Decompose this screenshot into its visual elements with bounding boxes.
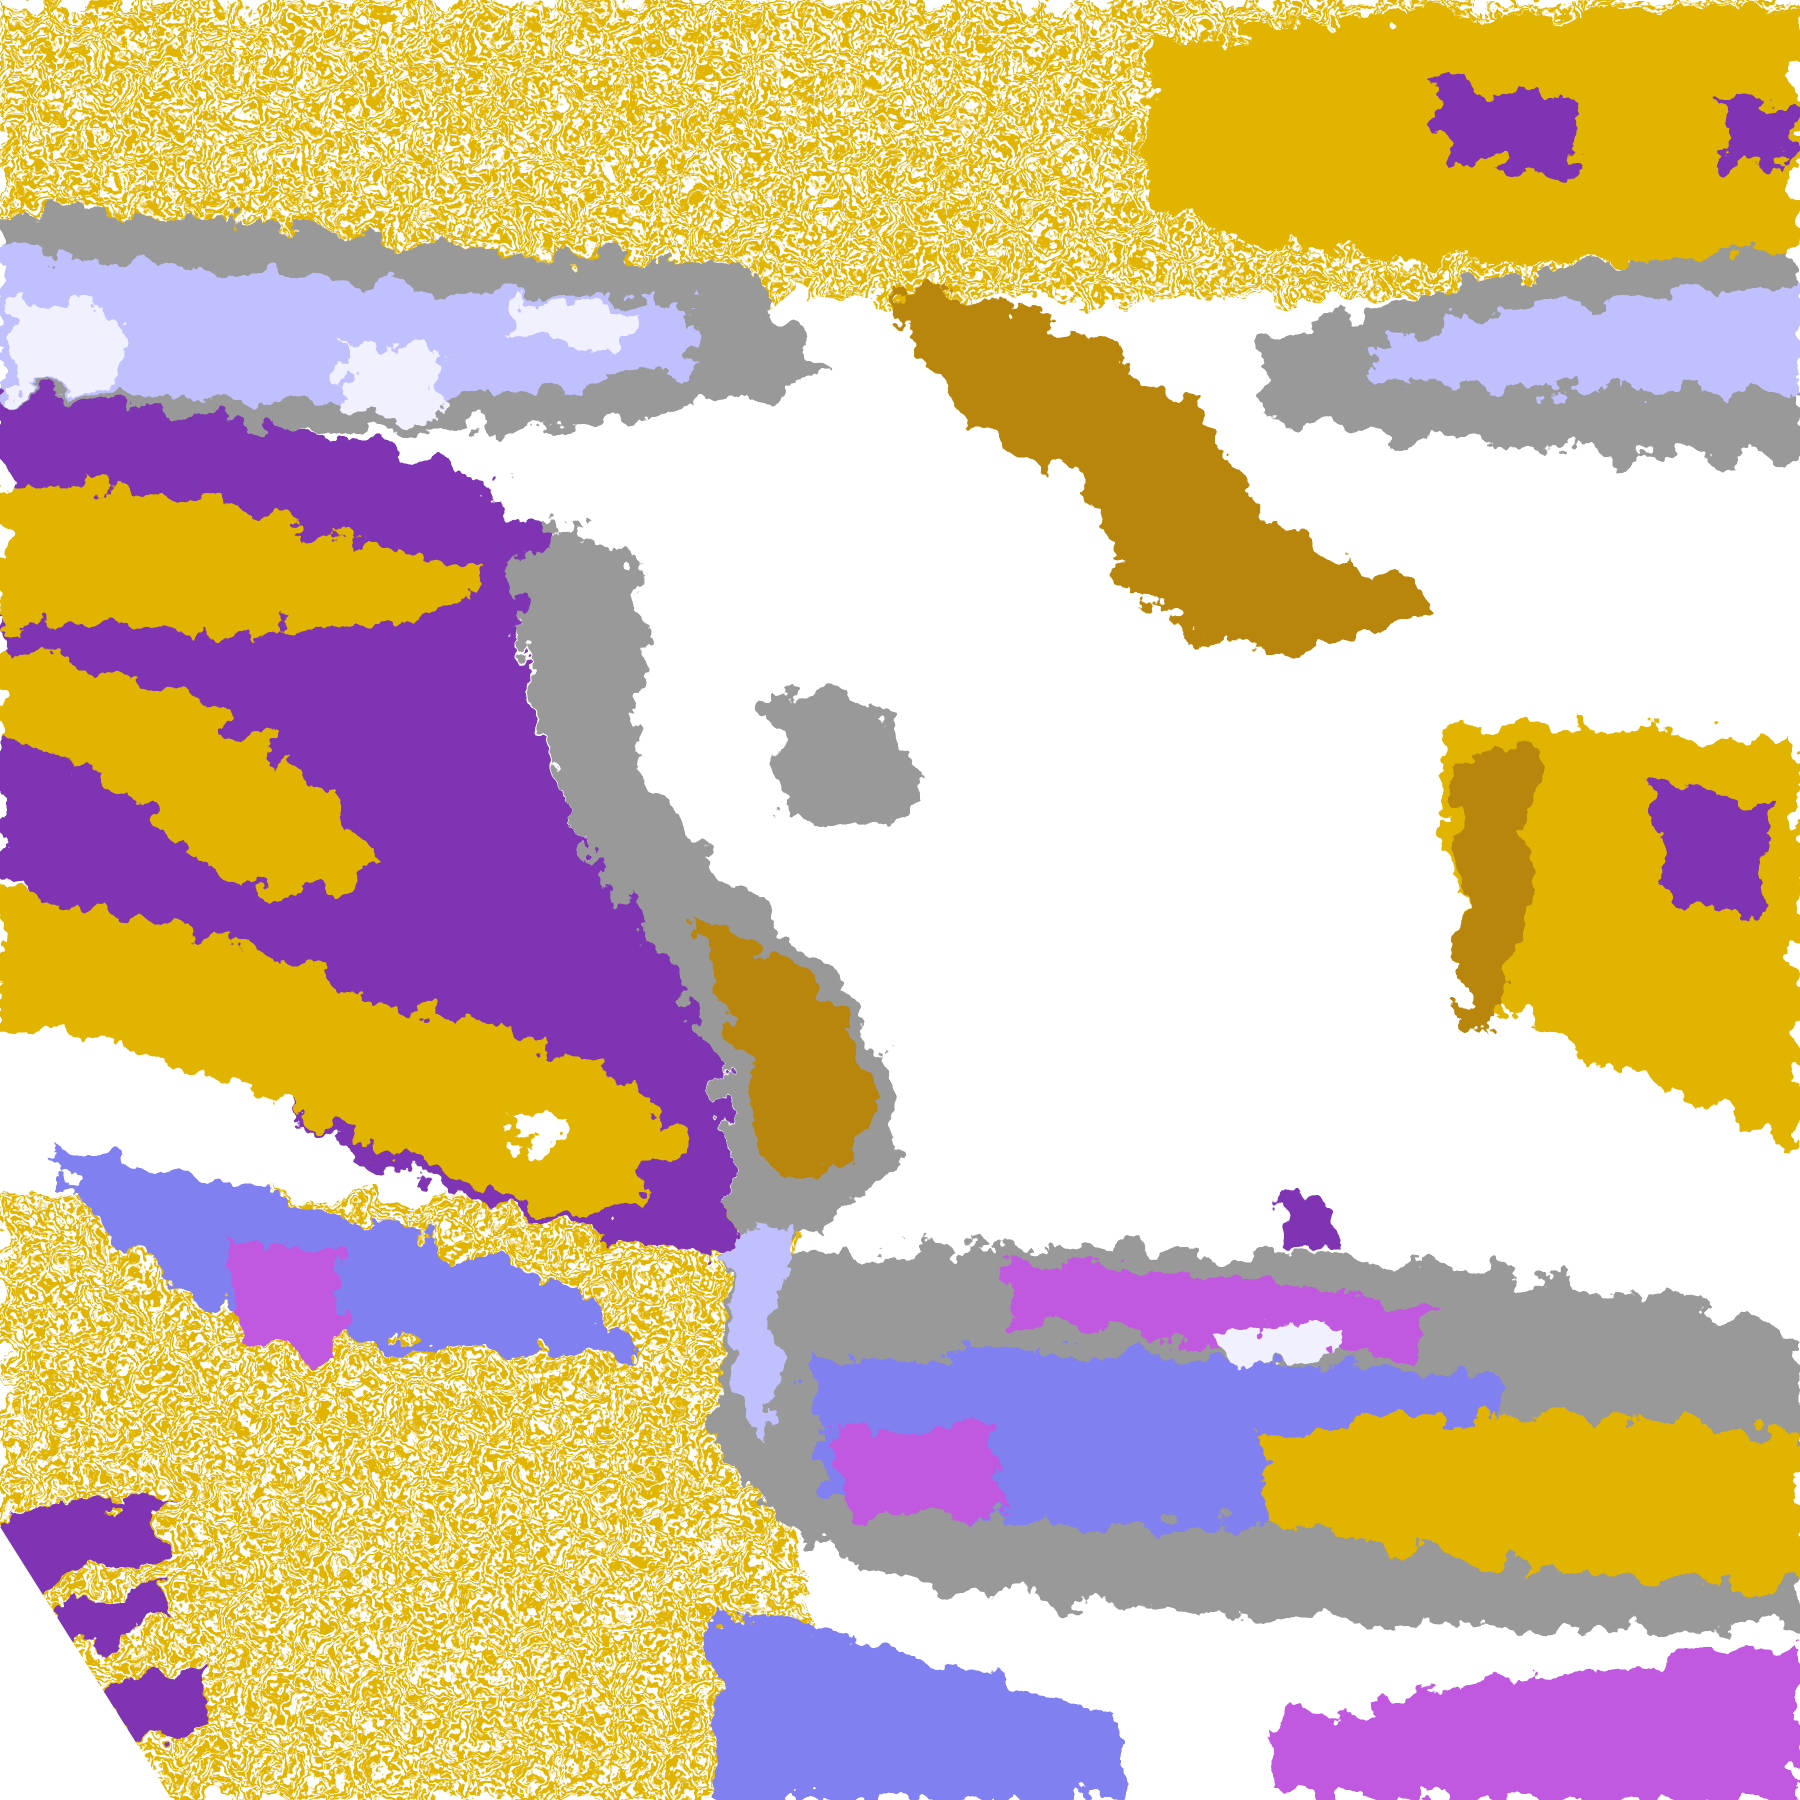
north-cloud-band-west-bright: [11, 298, 643, 425]
south-purple-stripes: [0, 1492, 207, 1745]
north-cloud-band-west-core: [0, 252, 689, 401]
patagonia-cloud: [734, 1228, 793, 1435]
rio-plata-purple: [1285, 1190, 1339, 1252]
south-cloud-lower: [711, 1607, 1125, 1800]
east-coast-purple: [1653, 780, 1768, 919]
west-ocean-gold-swirl: [0, 482, 689, 1191]
east-coast-dark-gold: [1457, 746, 1539, 1034]
west-ocean-clear-patch: [505, 1113, 563, 1148]
north-cloud-band-east-core: [1377, 286, 1800, 391]
south-pacific-magenta: [229, 1239, 345, 1355]
southeast-magenta: [1262, 1641, 1800, 1800]
andes-gold-patches: [688, 918, 873, 1179]
east-purple-north: [1434, 80, 1791, 173]
amazon-gray-patch: [769, 686, 919, 830]
southeast-gold: [1262, 1414, 1800, 1585]
brazil-dark-gold: [895, 286, 1435, 652]
southern-storm-bright: [1216, 1320, 1344, 1361]
